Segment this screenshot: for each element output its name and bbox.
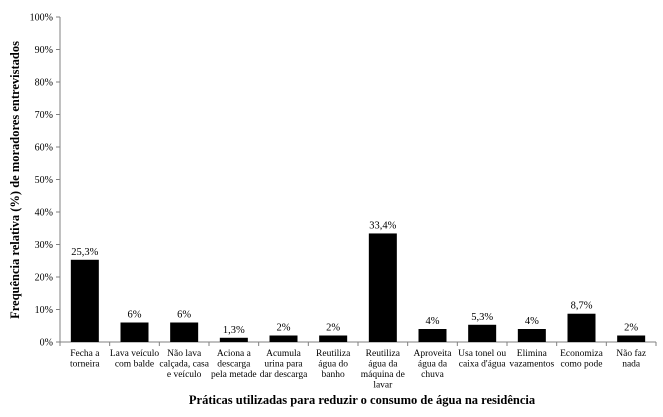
category-label: Elimina vazamentos [509,349,554,370]
bars [70,233,646,342]
bar [567,313,596,342]
y-tick-label: 50% [35,175,53,186]
y-tick-label: 10% [35,305,53,316]
category-label: Não lava calçada, casa e veículo [159,349,209,380]
bar [70,259,99,342]
bar [517,329,546,342]
bar [617,335,646,342]
category-label: Reutiliza água do banho [316,349,351,380]
y-tick-label: 100% [30,13,53,24]
bar [170,322,199,342]
y-tick-label: 40% [35,208,53,219]
x-axis [59,341,657,346]
bar [219,337,248,342]
data-label: 2% [277,323,291,334]
data-label: 33,4% [369,220,396,231]
x-axis-title: Práticas utilizadas para reduzir o consu… [189,393,536,407]
category-label: Acumula urina para dar descarga [260,349,308,380]
category-label: Usa tonel ou caixa d'água [458,349,506,370]
data-label: 2% [624,323,638,334]
data-label: 2% [326,323,340,334]
y-tick-label: 90% [35,45,53,56]
category-label: Lava veículo com balde [110,349,160,370]
category-label: Não faz nada [616,348,646,370]
data-label: 1,3% [223,325,245,336]
y-tick-label: 70% [35,110,53,121]
category-label: Reutiliza água da máquina de lavar [361,349,405,391]
category-label: Aproveita água da chuva [414,349,453,380]
bar [418,329,447,342]
y-tick-label: 30% [35,240,53,251]
y-axis-title: Frequência relativa (%) de moradores ent… [8,41,22,319]
data-label: 6% [128,310,142,321]
category-label: Fecha a torneira [70,349,100,370]
data-label: 4% [525,316,539,327]
category-label: Aciona a descarga pela metade [211,349,257,380]
data-label: 25,3% [71,247,98,258]
y-axis: 0% 10% 20% 30% 40% 50% 60% 70% 80% 90% 100% [30,13,61,349]
data-label: 4% [426,316,440,327]
bar [368,233,397,342]
bar [319,335,348,342]
category-label: Economiza como pode [560,349,604,370]
data-labels: 25,3% 6% 6% 1,3% 2% 2% 33,4% 4% 5,3% 4% 8,7% 2% [71,220,638,335]
y-tick-label: 80% [35,78,53,89]
data-label: 8,7% [571,301,593,312]
data-label: 5,3% [471,312,493,323]
bar [120,322,149,342]
y-tick-label: 20% [35,273,53,284]
bar [468,324,497,342]
data-label: 6% [177,310,191,321]
bar [269,335,298,342]
y-tick-label: 60% [35,143,53,154]
y-tick-label: 0% [40,338,53,349]
